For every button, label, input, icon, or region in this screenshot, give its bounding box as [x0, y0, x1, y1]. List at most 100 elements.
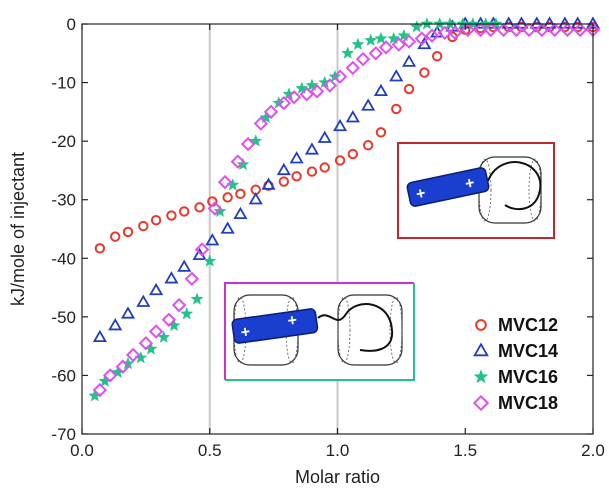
point-mvc18-29 [424, 28, 440, 43]
axes: 0.0 0.5 1.0 1.5 2.0 0 -10 -20 -30 -40 -50 -60 -70 Mol… [8, 15, 605, 487]
point-mvc16-18 [295, 81, 309, 95]
inset-double-charge-1: + [240, 324, 252, 342]
point-mvc14-21 [389, 69, 404, 82]
legend-marker-mvc16 [473, 369, 489, 384]
y-tick-label-0: 0 [67, 15, 76, 34]
point-mvc18-13 [240, 136, 256, 152]
point-mvc16-28 [410, 20, 424, 33]
inset-double-chain [317, 303, 394, 352]
point-mvc12-23 [419, 67, 430, 78]
point-mvc14-15 [304, 142, 320, 155]
point-mvc12-4 [150, 215, 162, 226]
point-mvc18-38 [534, 22, 550, 38]
inset-double-guest: ++ [231, 308, 319, 344]
point-mvc18-1 [102, 368, 118, 383]
point-mvc18-15 [263, 104, 279, 120]
point-mvc14-5 [164, 271, 179, 284]
point-mvc12-1 [110, 231, 121, 242]
point-mvc12-14 [291, 171, 302, 182]
point-mvc12-15 [306, 166, 318, 177]
point-mvc16-13 [236, 157, 250, 171]
point-mvc16-8 [180, 307, 194, 320]
point-mvc18-37 [521, 22, 537, 38]
point-mvc12-17 [334, 155, 346, 166]
legend-item-mvc12: MVC12 [475, 315, 558, 335]
point-mvc14-11 [248, 192, 263, 205]
point-mvc18-17 [286, 90, 302, 105]
point-mvc18-6 [161, 312, 177, 327]
point-mvc14-13 [276, 162, 291, 176]
point-mvc18-0 [92, 382, 108, 398]
point-mvc12-21 [391, 103, 402, 115]
point-mvc14-19 [361, 98, 376, 111]
point-mvc14-9 [220, 221, 235, 234]
inset-double-frame-green [225, 283, 415, 381]
inset-single-charge-2: + [463, 175, 476, 194]
inset-double-frame-magenta [224, 282, 414, 380]
y-tick-label-3: -30 [51, 191, 76, 210]
inset-double-charge-2: + [287, 312, 299, 330]
point-mvc14-2 [120, 306, 136, 319]
point-mvc18-4 [138, 336, 154, 351]
point-mvc18-7 [171, 297, 187, 313]
point-mvc12-24 [431, 51, 443, 62]
point-mvc18-16 [276, 95, 292, 111]
inset-single-cage: ++ [397, 142, 555, 239]
x-tick-label-0: 0.0 [70, 441, 94, 460]
point-mvc14-4 [149, 282, 164, 296]
y-tick-label-2: -20 [51, 132, 76, 151]
point-mvc16-11 [213, 204, 227, 218]
point-mvc14-10 [233, 206, 248, 220]
x-tick-label-2: 1.0 [326, 441, 350, 460]
y-tick-label-7: -70 [51, 425, 76, 444]
point-mvc14-17 [332, 118, 348, 132]
point-mvc18-35 [496, 22, 511, 38]
point-mvc14-16 [317, 130, 332, 143]
point-mvc16-27 [397, 28, 411, 42]
legend: MVC12 MVC14 MVC16 MVC18 [472, 315, 558, 413]
point-mvc12-2 [122, 226, 134, 238]
point-mvc18-9 [194, 242, 210, 257]
x-axis-title: Molar ratio [295, 467, 380, 487]
point-mvc18-30 [437, 25, 453, 40]
point-mvc12-22 [403, 83, 415, 95]
point-mvc18-31 [447, 25, 463, 40]
point-mvc16-24 [364, 33, 378, 46]
point-mvc16-25 [374, 31, 388, 45]
point-mvc12-3 [138, 220, 149, 232]
point-mvc18-20 [322, 78, 338, 93]
inset-single-chain [487, 161, 542, 211]
inset-single-charge-1: + [415, 185, 428, 204]
point-mvc14-0 [92, 329, 107, 343]
point-mvc18-3 [125, 347, 141, 363]
point-mvc18-14 [253, 116, 269, 131]
y-tick-label-4: -40 [51, 249, 76, 268]
y-tick-label-5: -50 [51, 308, 76, 327]
point-mvc18-12 [230, 154, 246, 169]
point-mvc16-19 [305, 78, 319, 92]
point-mvc12-9 [222, 192, 233, 203]
x-tick-label-4: 2.0 [581, 441, 605, 460]
legend-label-mvc14: MVC14 [498, 341, 558, 361]
x-tick-label-3: 1.5 [453, 441, 477, 460]
point-mvc18-24 [368, 46, 384, 61]
x-tick-label-1: 0.5 [198, 441, 222, 460]
point-mvc16-22 [341, 46, 355, 59]
point-mvc18-19 [309, 84, 325, 99]
y-axis-title: kJ/mole of injectant [8, 152, 28, 306]
point-mvc14-18 [345, 110, 360, 123]
point-mvc14-6 [177, 259, 192, 272]
inset-double-cage: ++ [224, 282, 415, 381]
point-mvc14-12 [261, 177, 276, 190]
point-mvc16-10 [203, 254, 217, 267]
point-mvc18-23 [355, 51, 371, 67]
point-mvc12-7 [194, 202, 205, 213]
point-mvc18-8 [184, 271, 200, 286]
inset-double-cage-right [337, 294, 403, 366]
point-mvc18-32 [460, 22, 476, 38]
point-mvc16-23 [351, 37, 365, 51]
point-mvc14-20 [373, 83, 389, 97]
point-mvc16-26 [387, 31, 401, 45]
point-mvc18-28 [414, 31, 430, 46]
y-tick-label-6: -60 [51, 366, 76, 385]
